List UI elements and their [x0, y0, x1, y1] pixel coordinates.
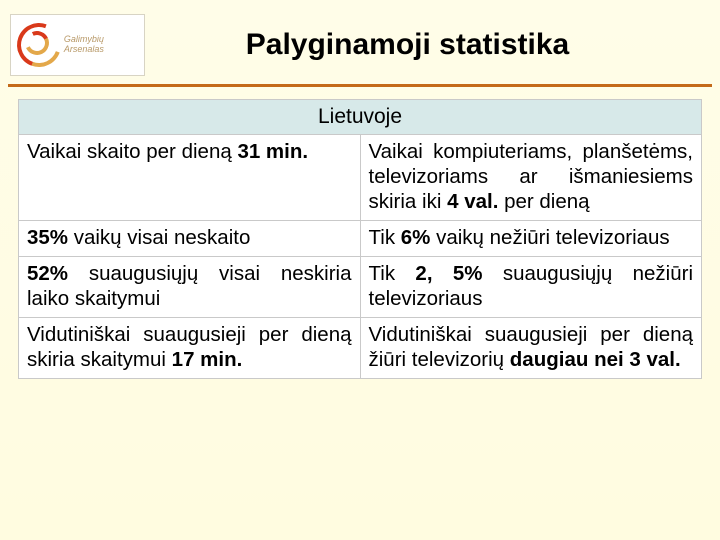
table-header: Lietuvoje — [19, 100, 702, 135]
comparison-table: Lietuvoje Vaikai skaito per dieną 31 min… — [18, 99, 702, 379]
logo: Galimybių Arsenalas — [10, 14, 145, 76]
table-body: Vaikai skaito per dieną 31 min. Vaikai k… — [19, 135, 702, 379]
cell-right: Tik 6% vaikų nežiūri televizoriaus — [360, 221, 702, 257]
cell-right: Tik 2, 5% suaugusiųjų nežiūri televizori… — [360, 257, 702, 318]
cell-left: Vidutiniškai suaugusieji per dieną skiri… — [19, 318, 361, 379]
page-title: Palyginamoji statistika — [145, 28, 710, 62]
table-row: 35% vaikų visai neskaito Tik 6% vaikų ne… — [19, 221, 702, 257]
logo-swirl-icon — [17, 23, 60, 67]
table-row: Vidutiniškai suaugusieji per dieną skiri… — [19, 318, 702, 379]
divider — [8, 84, 712, 87]
cell-left: 52% suaugusiųjų visai neskiria laiko ska… — [19, 257, 361, 318]
table-row: 52% suaugusiųjų visai neskiria laiko ska… — [19, 257, 702, 318]
cell-left: Vaikai skaito per dieną 31 min. — [19, 135, 361, 221]
header: Galimybių Arsenalas Palyginamoji statist… — [0, 0, 720, 84]
table-row: Vaikai skaito per dieną 31 min. Vaikai k… — [19, 135, 702, 221]
cell-right: Vidutiniškai suaugusieji per dieną žiūri… — [360, 318, 702, 379]
cell-left: 35% vaikų visai neskaito — [19, 221, 361, 257]
logo-text: Galimybių Arsenalas — [64, 35, 144, 55]
cell-right: Vaikai kompiuteriams, planšetėms, televi… — [360, 135, 702, 221]
